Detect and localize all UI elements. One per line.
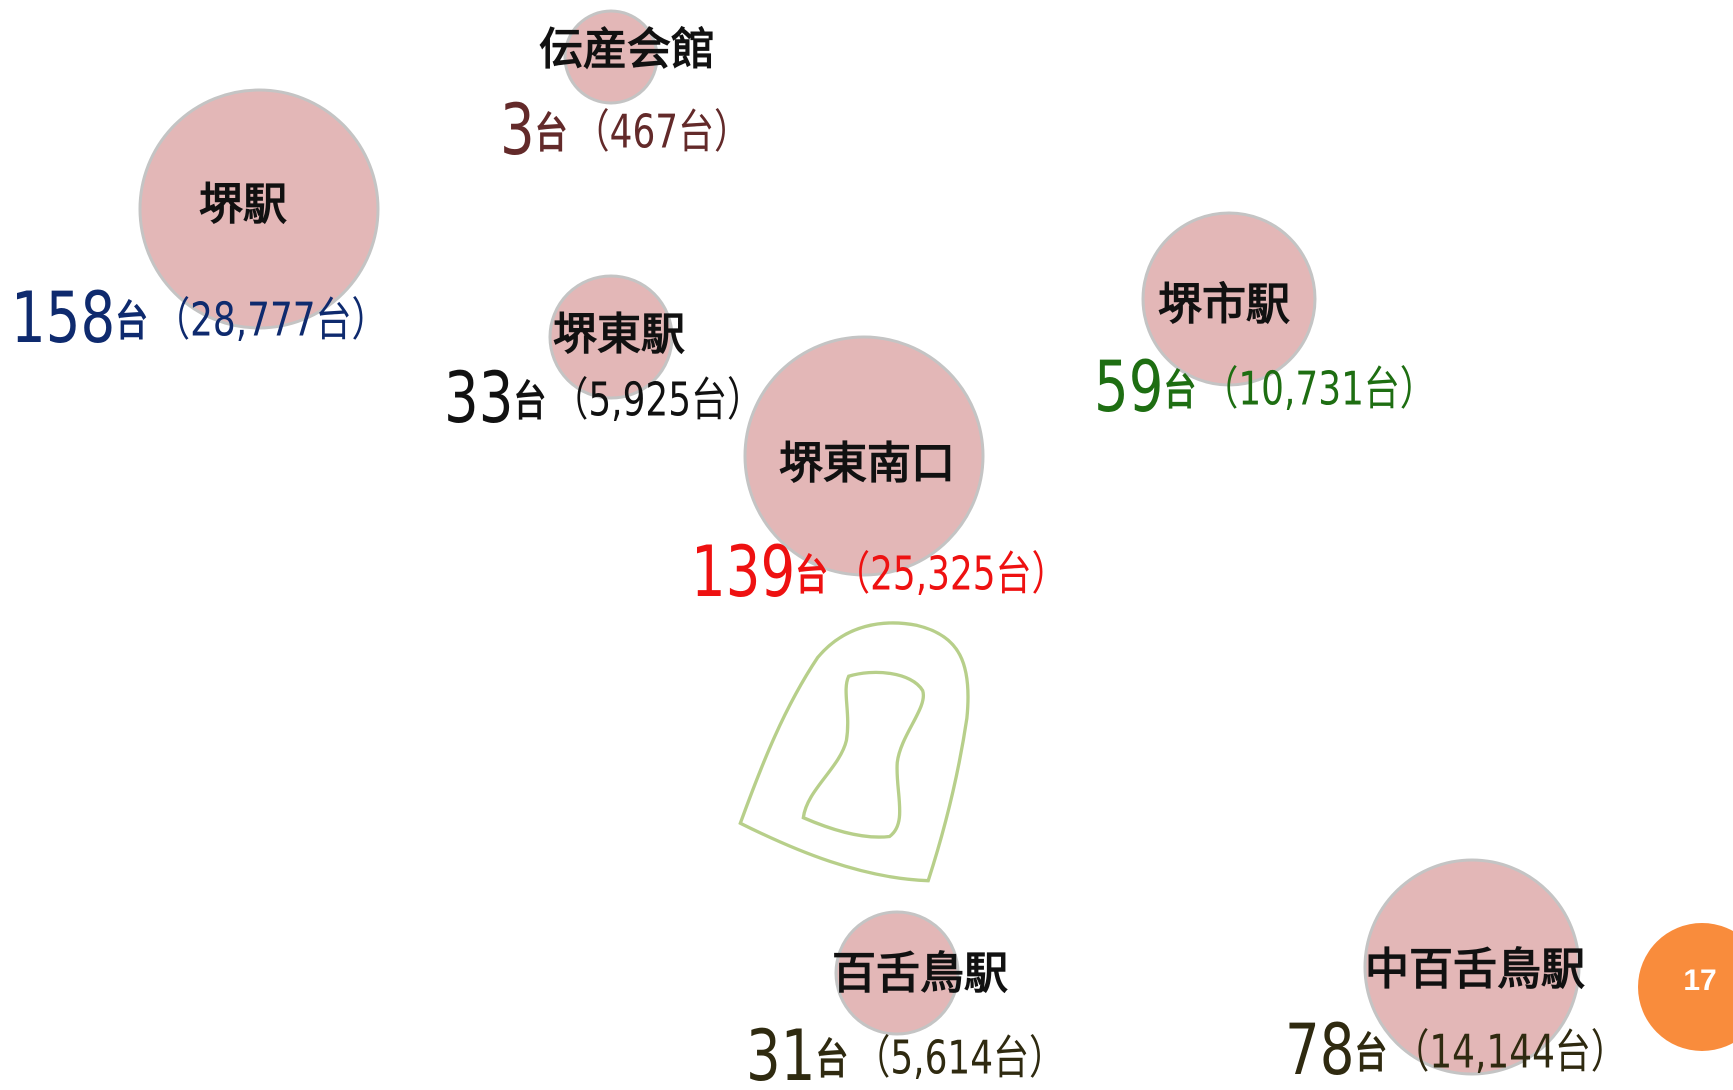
count: 139 — [691, 531, 795, 612]
station-name: 堺東駅 — [553, 309, 685, 360]
unit: 台 — [1163, 365, 1196, 414]
kofun-outer — [738, 621, 970, 883]
unit: 台 — [815, 1034, 848, 1083]
count-line: 3台 （467台） — [500, 89, 750, 170]
station-count: 158台 （28,777台） — [11, 277, 387, 358]
station-count: 31台 （5,614台） — [746, 1015, 1065, 1090]
unit: 台 — [795, 550, 828, 599]
station-name: 堺駅 — [199, 179, 287, 230]
station-circle — [743, 335, 985, 577]
unit: 台 — [1354, 1028, 1387, 1077]
count: 33 — [444, 357, 513, 438]
count-line: 33台 （5,925台） — [444, 357, 763, 438]
station-name: 堺東南口 — [779, 438, 955, 489]
station-circle — [1141, 211, 1317, 387]
count-line: 139台 （25,325台） — [691, 531, 1067, 612]
station-name: 伝産会館 — [539, 24, 715, 75]
count-line: 59台 （10,731台） — [1094, 346, 1436, 427]
station-name: 中百舌鳥駅 — [1365, 944, 1585, 995]
total: （5,925台） — [552, 373, 762, 427]
unit: 台 — [513, 376, 546, 425]
kofun-inner — [801, 670, 926, 839]
station-count: 139台 （25,325台） — [691, 531, 1067, 612]
total: （467台） — [574, 105, 750, 159]
station-count: 59台 （10,731台） — [1094, 346, 1436, 427]
station-name: 堺市駅 — [1158, 279, 1290, 330]
total: （14,144台） — [1393, 1025, 1626, 1079]
unit: 台 — [115, 296, 148, 345]
count-line: 78台 （14,144台） — [1285, 1009, 1627, 1090]
station-circle — [548, 274, 674, 400]
count-line: 31台 （5,614台） — [746, 1015, 1065, 1090]
page-number: 17 — [1683, 964, 1716, 997]
total: （5,614台） — [854, 1031, 1064, 1085]
count: 31 — [746, 1015, 815, 1090]
kofun-outline — [738, 621, 970, 883]
count: 78 — [1285, 1009, 1354, 1090]
station-name: 百舌鳥駅 — [832, 948, 1008, 999]
unit: 台 — [535, 108, 568, 157]
station-circle — [563, 9, 659, 105]
station-circle — [834, 910, 960, 1036]
station-count: 3台 （467台） — [500, 89, 750, 170]
count: 3 — [500, 89, 535, 170]
total: （28,777台） — [154, 293, 387, 347]
total: （10,731台） — [1202, 362, 1435, 416]
count: 158 — [11, 277, 115, 358]
page-badge — [1638, 923, 1733, 1051]
count: 59 — [1094, 346, 1163, 427]
station-circle — [1363, 858, 1581, 1076]
count-line: 158台 （28,777台） — [11, 277, 387, 358]
station-circle — [138, 88, 380, 330]
station-count: 33台 （5,925台） — [444, 357, 763, 438]
station-count: 78台 （14,144台） — [1285, 1009, 1627, 1090]
total: （25,325台） — [834, 547, 1067, 601]
